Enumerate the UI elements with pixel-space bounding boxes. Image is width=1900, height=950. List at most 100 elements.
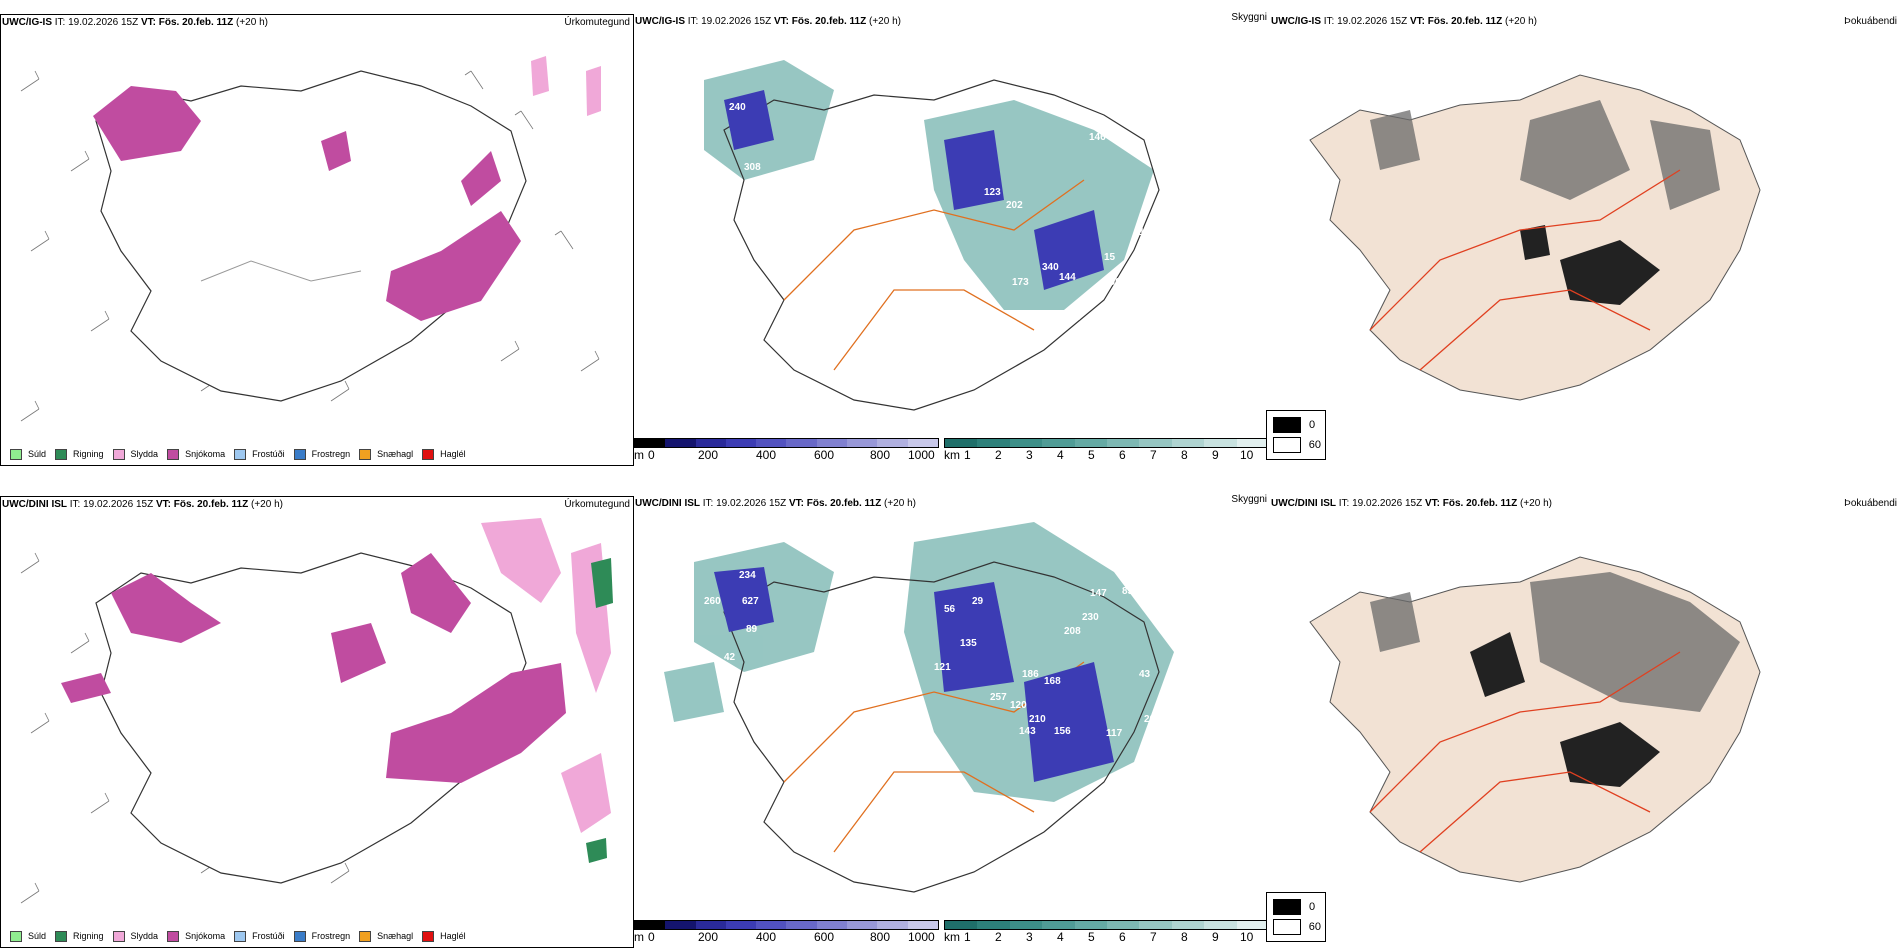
legend-label: Snjókoma bbox=[185, 931, 226, 941]
init-time: IT: 19.02.2026 15Z bbox=[1323, 16, 1408, 27]
fog-legend-top: 0 60 bbox=[1266, 410, 1326, 460]
visibility-map-svg: 234 260 627 89 42 56 29 135 121 186 168 … bbox=[664, 522, 1174, 893]
fog-panel-top: UWC/IG-IS IT: 19.02.2026 15Z VT: Fös. 20… bbox=[1270, 14, 1900, 466]
fog-map bbox=[1270, 512, 1900, 948]
sleet-areas bbox=[481, 518, 611, 833]
ceiling-label: 186 bbox=[1022, 669, 1039, 680]
road-lines bbox=[200, 260, 362, 282]
ceiling-label: 178 bbox=[1139, 227, 1156, 238]
ceiling-colorbar: m 0 200 400 600 800 1000 bbox=[634, 920, 939, 944]
ceiling-label: 173 bbox=[1012, 277, 1029, 288]
ceiling-label: 257 bbox=[990, 692, 1007, 703]
colorbar-segment bbox=[1009, 921, 1043, 929]
colorbar-segment bbox=[756, 921, 787, 929]
init-time: IT: 19.02.2026 15Z bbox=[1338, 498, 1423, 509]
legend-swatch bbox=[10, 448, 22, 460]
legend-label: Frostregn bbox=[311, 449, 351, 459]
valid-time: Fös. 20.feb. 11Z bbox=[806, 498, 882, 509]
ceiling-label: 29 bbox=[972, 596, 984, 607]
colorbar-segment bbox=[977, 439, 1010, 447]
ceiling-values: 234 260 627 89 42 56 29 135 121 186 168 … bbox=[704, 570, 1156, 739]
legend-swatch bbox=[1273, 919, 1301, 935]
visibility-map: 240 308 79 24 123 202 340 173 144 190 54… bbox=[634, 30, 1270, 466]
fog-dense-areas bbox=[1520, 225, 1660, 305]
ceiling-colorbar: m 0 200 400 600 800 1000 bbox=[634, 438, 939, 462]
ceiling-label: 147 bbox=[1090, 588, 1107, 599]
colorbar-segment bbox=[1236, 921, 1270, 929]
fog-legend-bottom: 0 60 bbox=[1266, 892, 1326, 942]
road-lines bbox=[1369, 651, 1681, 853]
ceiling-label: 43 bbox=[1139, 669, 1151, 680]
ceiling-label: 144 bbox=[1059, 272, 1076, 283]
panel-title: Skyggni bbox=[1231, 494, 1267, 505]
panel-header: UWC/IG-IS IT: 19.02.2026 15Z VT: Fös. 20… bbox=[1, 15, 633, 31]
ceiling-label: 85 bbox=[1122, 586, 1134, 597]
road-lines bbox=[1369, 169, 1681, 371]
snow-areas bbox=[61, 553, 566, 783]
fog-map-svg bbox=[1309, 74, 1761, 401]
ceiling-label: 146 bbox=[1089, 132, 1106, 143]
legend-swatch bbox=[359, 448, 372, 460]
colorbar-segment bbox=[725, 921, 757, 929]
ceiling-label: 143 bbox=[1019, 726, 1036, 737]
panel-header: UWC/DINI ISL IT: 19.02.2026 15Z VT: Fös.… bbox=[1, 497, 633, 513]
legend-swatch bbox=[293, 448, 306, 460]
ceiling-label: 24 bbox=[949, 262, 961, 273]
legend-label: Rigning bbox=[73, 449, 104, 459]
colorbar-segment bbox=[1236, 439, 1270, 447]
ceiling-label: 120 bbox=[1010, 700, 1027, 711]
colorbar-segment bbox=[635, 439, 666, 447]
legend-label: 60 bbox=[1308, 439, 1321, 451]
legend-label: Haglél bbox=[440, 931, 466, 941]
colorbar-segment bbox=[1074, 921, 1108, 929]
ceiling-label: 340 bbox=[1042, 262, 1059, 273]
model-name: UWC/DINI ISL bbox=[1271, 498, 1336, 509]
visibility-colorbar: km 1 2 3 4 5 6 7 8 9 10 bbox=[944, 438, 1270, 462]
ceiling-label: 56 bbox=[944, 604, 956, 615]
visibility-panel-bottom: UWC/DINI ISL IT: 19.02.2026 15Z VT: Fös.… bbox=[634, 494, 1270, 948]
ceiling-label: 308 bbox=[744, 162, 761, 173]
ceiling-label: 543 bbox=[1064, 312, 1081, 323]
colorbar-segment bbox=[816, 921, 848, 929]
ceiling-label: 123 bbox=[984, 187, 1001, 198]
panel-title: Úrkomutegund bbox=[564, 499, 630, 510]
lead-time: (+20 h) bbox=[884, 498, 916, 509]
valid-time: Fös. 20.feb. 11Z bbox=[1442, 498, 1518, 509]
legend-swatch bbox=[1273, 417, 1301, 433]
colorbar-segment bbox=[635, 921, 666, 929]
low-ceiling-areas bbox=[724, 90, 1104, 290]
iceland-outline bbox=[723, 561, 1160, 893]
legend-label: Haglél bbox=[440, 449, 466, 459]
legend-label: Rigning bbox=[73, 931, 104, 941]
lead-time: (+20 h) bbox=[251, 499, 283, 510]
model-name: UWC/IG-IS bbox=[1271, 16, 1321, 27]
ceiling-label: 234 bbox=[739, 570, 756, 581]
init-time: IT: 19.02.2026 15Z bbox=[54, 17, 139, 28]
colorbar-segment bbox=[1171, 439, 1205, 447]
legend-label: Slydda bbox=[130, 931, 159, 941]
colorbar-segment bbox=[907, 921, 938, 929]
fog-dense-areas bbox=[1470, 632, 1660, 787]
init-time: IT: 19.02.2026 15Z bbox=[702, 498, 787, 509]
ceiling-label: 79 bbox=[704, 257, 716, 268]
panel-header: UWC/DINI ISL IT: 19.02.2026 15Z VT: Fös.… bbox=[1270, 496, 1900, 512]
colorbar-segment bbox=[695, 921, 726, 929]
ceiling-label: 156 bbox=[1054, 726, 1071, 737]
low-ceiling-areas bbox=[714, 567, 1114, 782]
legend-swatch bbox=[10, 930, 22, 942]
ceiling-label: 20 bbox=[1144, 714, 1156, 725]
colorbar-segment bbox=[1204, 921, 1237, 929]
legend-label: Slydda bbox=[130, 449, 159, 459]
fog-map-svg bbox=[1309, 556, 1761, 883]
legend-label: Frostregn bbox=[311, 931, 351, 941]
valid-time: Fös. 20.feb. 11Z bbox=[158, 17, 234, 28]
precip-map-svg bbox=[20, 518, 613, 904]
colorbar-segment bbox=[977, 921, 1010, 929]
colorbar-segment bbox=[877, 439, 908, 447]
ceiling-label: 135 bbox=[960, 638, 977, 649]
legend-swatch bbox=[167, 930, 180, 942]
precip-map bbox=[1, 31, 633, 441]
ceiling-label: 168 bbox=[1044, 676, 1061, 687]
colorbar-segment bbox=[1171, 921, 1205, 929]
ceiling-values: 240 308 79 24 123 202 340 173 144 190 54… bbox=[704, 102, 1156, 323]
